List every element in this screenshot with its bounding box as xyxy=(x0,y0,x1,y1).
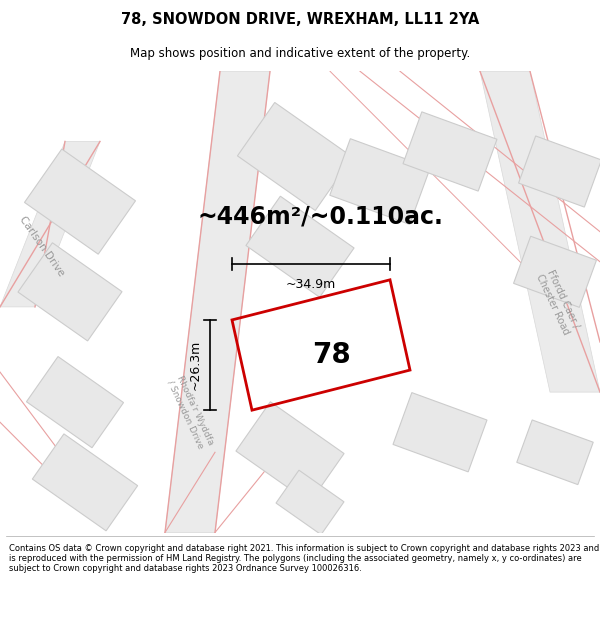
Text: Carlson Drive: Carlson Drive xyxy=(17,215,67,279)
Polygon shape xyxy=(480,71,600,392)
Polygon shape xyxy=(18,242,122,341)
Polygon shape xyxy=(276,470,344,534)
Polygon shape xyxy=(330,139,430,224)
Polygon shape xyxy=(246,196,354,298)
Text: ~34.9m: ~34.9m xyxy=(286,278,336,291)
Polygon shape xyxy=(514,236,596,308)
Polygon shape xyxy=(403,112,497,191)
Polygon shape xyxy=(0,141,100,307)
Polygon shape xyxy=(393,392,487,472)
Polygon shape xyxy=(238,102,353,211)
Polygon shape xyxy=(236,402,344,502)
Text: Ffordd Caer /
Chester Road: Ffordd Caer / Chester Road xyxy=(535,268,581,336)
Text: 78, SNOWDON DRIVE, WREXHAM, LL11 2YA: 78, SNOWDON DRIVE, WREXHAM, LL11 2YA xyxy=(121,12,479,28)
Polygon shape xyxy=(32,434,137,531)
Text: Map shows position and indicative extent of the property.: Map shows position and indicative extent… xyxy=(130,47,470,60)
Polygon shape xyxy=(517,420,593,484)
Text: Contains OS data © Crown copyright and database right 2021. This information is : Contains OS data © Crown copyright and d… xyxy=(9,544,599,573)
Polygon shape xyxy=(165,71,270,532)
Text: ~26.3m: ~26.3m xyxy=(189,340,202,390)
Polygon shape xyxy=(26,356,124,447)
Polygon shape xyxy=(518,136,600,207)
Text: 78: 78 xyxy=(311,341,350,369)
Polygon shape xyxy=(25,149,136,254)
Text: ~446m²/~0.110ac.: ~446m²/~0.110ac. xyxy=(197,204,443,229)
Text: Rhodfa'r Wyddfa
/ Snowdon Drive: Rhodfa'r Wyddfa / Snowdon Drive xyxy=(165,374,215,451)
